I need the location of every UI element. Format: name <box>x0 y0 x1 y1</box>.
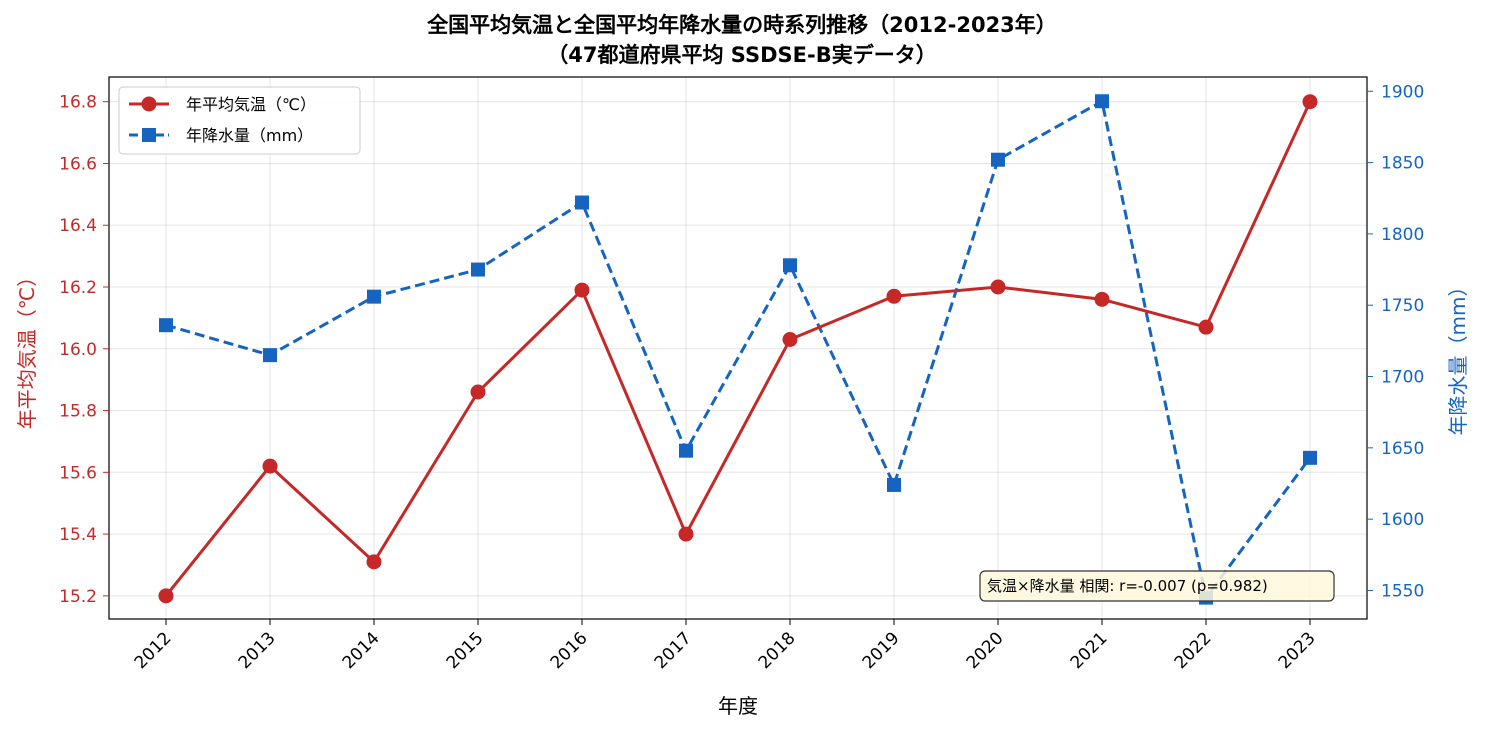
legend-temperature-marker <box>141 96 157 112</box>
temperature-point <box>1198 319 1214 335</box>
correlation-annotation: 気温×降水量 相関: r=-0.007 (p=0.982) <box>979 570 1335 602</box>
x-tick-label: 2015 <box>443 628 488 673</box>
y-left-tick-label: 15.2 <box>59 587 97 607</box>
y-left-tick-label: 15.4 <box>59 525 97 545</box>
x-tick-label: 2021 <box>1067 628 1112 673</box>
right-y-axis: 1550 1600 1650 1700 1750 1800 1850 1900 <box>1367 82 1424 601</box>
temperature-point <box>782 332 798 348</box>
temperature-point <box>366 554 382 570</box>
y-right-tick-label: 1650 <box>1381 439 1424 459</box>
x-tick-label: 2016 <box>547 628 592 673</box>
temperature-point <box>470 384 486 400</box>
y-right-tick-label: 1750 <box>1381 296 1424 316</box>
legend-box <box>118 86 361 155</box>
x-tick-label: 2012 <box>131 628 176 673</box>
x-tick-label: 2023 <box>1275 628 1320 673</box>
y-left-tick-label: 15.6 <box>59 463 97 483</box>
y-right-tick-label: 1700 <box>1381 368 1424 388</box>
annotation-text: 気温×降水量 相関: r=-0.007 (p=0.982) <box>987 577 1268 595</box>
precipitation-point <box>575 195 589 210</box>
precipitation-point <box>783 258 797 273</box>
precipitation-point <box>679 443 693 458</box>
temperature-point <box>1302 94 1318 110</box>
series-precipitation <box>159 94 1317 605</box>
chart-title: 全国平均気温と全国平均年降水量の時系列推移（2012-2023年） <box>426 13 1057 37</box>
annotation-box <box>979 570 1335 602</box>
y-left-tick-label: 16.6 <box>59 154 97 174</box>
temperature-point <box>886 288 902 304</box>
x-axis-label: 年度 <box>718 694 758 718</box>
y-left-tick-label: 16.2 <box>59 278 97 298</box>
legend-temperature-label: 年平均気温（℃） <box>186 95 316 114</box>
temperature-point <box>1094 291 1110 307</box>
y-left-tick-label: 15.8 <box>59 402 97 422</box>
legend-precipitation-label: 年降水量（mm） <box>186 126 313 145</box>
temperature-point <box>678 526 694 542</box>
x-tick-label: 2018 <box>755 628 800 673</box>
y-right-tick-label: 1550 <box>1381 581 1424 601</box>
precipitation-point <box>991 152 1005 167</box>
legend-precipitation-marker <box>142 128 156 142</box>
y-right-tick-label: 1900 <box>1381 82 1424 102</box>
precipitation-point <box>1303 450 1317 465</box>
precipitation-point <box>887 477 901 492</box>
precipitation-point <box>159 318 173 333</box>
precipitation-point <box>263 348 277 363</box>
temperature-point <box>574 282 590 298</box>
precipitation-point <box>471 262 485 277</box>
y-axis-right-label: 年降水量（mm） <box>1446 277 1470 436</box>
x-tick-label: 2014 <box>339 628 384 673</box>
temperature-point <box>158 588 174 604</box>
x-tick-label: 2013 <box>235 628 280 673</box>
precipitation-line <box>165 98 1312 602</box>
x-axis: 2012 2013 2014 2015 2016 2017 2018 2019 2020 2021… <box>131 619 1320 673</box>
temperature-line <box>164 101 1312 597</box>
legend: 年平均気温（℃） 年降水量（mm） <box>118 86 361 155</box>
temperature-point <box>262 458 278 474</box>
precipitation-point <box>367 289 381 304</box>
y-axis-left-label: 年平均気温（℃） <box>15 267 39 429</box>
left-y-axis: 15.2 15.4 15.6 15.8 16.0 16.2 16.4 16.6 16.8 <box>59 93 109 607</box>
plot-area-frame <box>108 76 1368 620</box>
temperature-point <box>990 279 1006 295</box>
chart-subtitle: （47都道府県平均 SSDSE-B実データ） <box>547 43 936 67</box>
y-right-tick-label: 1800 <box>1381 225 1424 245</box>
gridlines <box>109 77 1367 619</box>
y-right-tick-label: 1850 <box>1381 154 1424 174</box>
x-tick-label: 2022 <box>1171 628 1216 673</box>
x-tick-label: 2017 <box>651 628 696 673</box>
y-left-tick-label: 16.4 <box>59 216 97 236</box>
x-tick-label: 2020 <box>963 628 1008 673</box>
y-left-tick-label: 16.0 <box>59 340 97 360</box>
series-temperature <box>158 94 1318 604</box>
y-left-tick-label: 16.8 <box>59 93 97 113</box>
y-right-tick-label: 1600 <box>1381 510 1424 530</box>
precipitation-point <box>1095 94 1109 109</box>
x-tick-label: 2019 <box>859 628 904 673</box>
